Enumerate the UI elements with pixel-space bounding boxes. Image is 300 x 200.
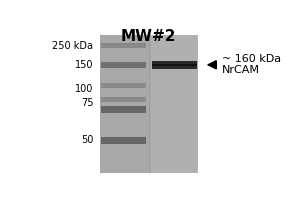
Text: 150: 150	[75, 60, 93, 70]
Text: ~ 160 kDa: ~ 160 kDa	[222, 54, 281, 64]
Text: MW#2: MW#2	[120, 29, 176, 44]
Text: 250 kDa: 250 kDa	[52, 41, 93, 51]
Bar	[101, 97, 146, 102]
Bar	[152, 61, 197, 69]
Text: 50: 50	[81, 135, 93, 145]
Bar	[151, 35, 198, 173]
Bar	[101, 106, 146, 113]
Text: 100: 100	[75, 84, 93, 94]
Bar	[101, 137, 146, 144]
Bar	[152, 64, 197, 66]
Bar	[101, 62, 146, 68]
Text: NrCAM: NrCAM	[222, 65, 260, 75]
Bar	[100, 35, 198, 173]
Text: 75: 75	[81, 98, 93, 108]
Bar	[101, 43, 146, 48]
Bar	[101, 83, 146, 88]
